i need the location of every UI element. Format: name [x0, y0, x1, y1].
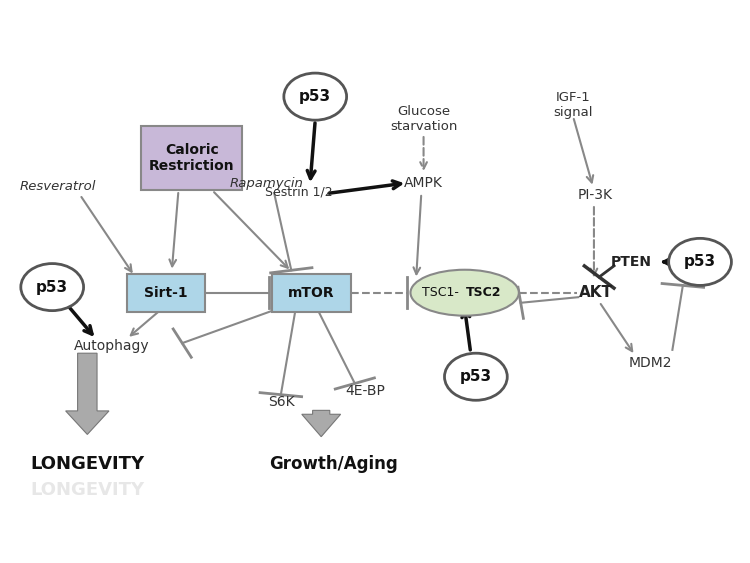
- Text: Resveratrol: Resveratrol: [20, 180, 95, 193]
- Text: p53: p53: [684, 254, 716, 269]
- Text: IGF-1
signal: IGF-1 signal: [554, 91, 592, 119]
- Text: p53: p53: [299, 89, 332, 104]
- Text: p53: p53: [36, 280, 68, 294]
- Text: Sirt-1: Sirt-1: [144, 285, 188, 300]
- Circle shape: [445, 353, 507, 400]
- Circle shape: [21, 263, 83, 311]
- Circle shape: [669, 238, 731, 285]
- Text: Rapamycin: Rapamycin: [230, 177, 304, 190]
- Text: Sestrin 1/2: Sestrin 1/2: [265, 185, 332, 198]
- Text: mTOR: mTOR: [288, 285, 334, 300]
- Text: AMPK: AMPK: [404, 176, 443, 190]
- Text: Caloric
Restriction: Caloric Restriction: [149, 143, 235, 173]
- Text: S6K: S6K: [268, 395, 295, 409]
- Text: TSC1-: TSC1-: [422, 286, 459, 299]
- Text: AKT: AKT: [578, 285, 613, 300]
- Text: Glucose
starvation: Glucose starvation: [390, 105, 458, 133]
- Text: TSC2: TSC2: [466, 286, 501, 299]
- Text: PI-3K: PI-3K: [578, 187, 613, 202]
- Text: MDM2: MDM2: [628, 356, 672, 370]
- FancyBboxPatch shape: [142, 126, 242, 190]
- FancyArrow shape: [66, 353, 109, 435]
- Text: LONGEVITY: LONGEVITY: [30, 481, 145, 499]
- Text: p53: p53: [460, 369, 492, 384]
- Text: Autophagy: Autophagy: [74, 339, 150, 353]
- Circle shape: [284, 73, 346, 120]
- Ellipse shape: [410, 270, 519, 316]
- Text: PTEN: PTEN: [610, 255, 652, 269]
- Text: LONGEVITY: LONGEVITY: [30, 454, 145, 472]
- Text: 4E-BP: 4E-BP: [345, 384, 386, 397]
- FancyArrow shape: [302, 410, 340, 437]
- FancyBboxPatch shape: [272, 274, 351, 312]
- FancyBboxPatch shape: [127, 274, 205, 312]
- Text: Growth/Aging: Growth/Aging: [269, 454, 398, 472]
